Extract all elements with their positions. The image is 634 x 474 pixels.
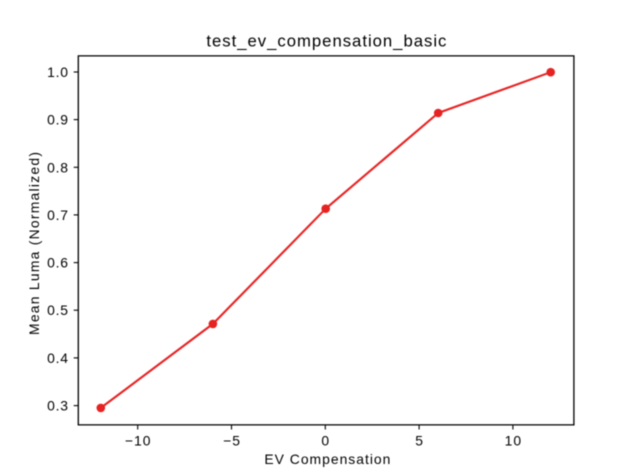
svg-text:5: 5 xyxy=(415,433,424,449)
svg-text:0.3: 0.3 xyxy=(47,398,69,414)
svg-text:0.8: 0.8 xyxy=(47,159,69,175)
svg-text:1.0: 1.0 xyxy=(47,64,69,80)
svg-text:0.4: 0.4 xyxy=(47,350,69,366)
svg-text:−10: −10 xyxy=(125,433,152,449)
svg-text:0.5: 0.5 xyxy=(47,302,69,318)
svg-text:0: 0 xyxy=(321,433,330,449)
svg-text:0.9: 0.9 xyxy=(47,112,69,128)
svg-text:0.6: 0.6 xyxy=(47,255,69,271)
svg-text:−5: −5 xyxy=(223,433,241,449)
svg-text:Mean Luma (Normalized): Mean Luma (Normalized) xyxy=(26,151,42,335)
svg-text:test_ev_compensation_basic: test_ev_compensation_basic xyxy=(206,31,447,50)
svg-text:10: 10 xyxy=(505,433,522,449)
svg-text:EV Compensation: EV Compensation xyxy=(264,451,391,467)
svg-text:0.7: 0.7 xyxy=(47,207,69,223)
